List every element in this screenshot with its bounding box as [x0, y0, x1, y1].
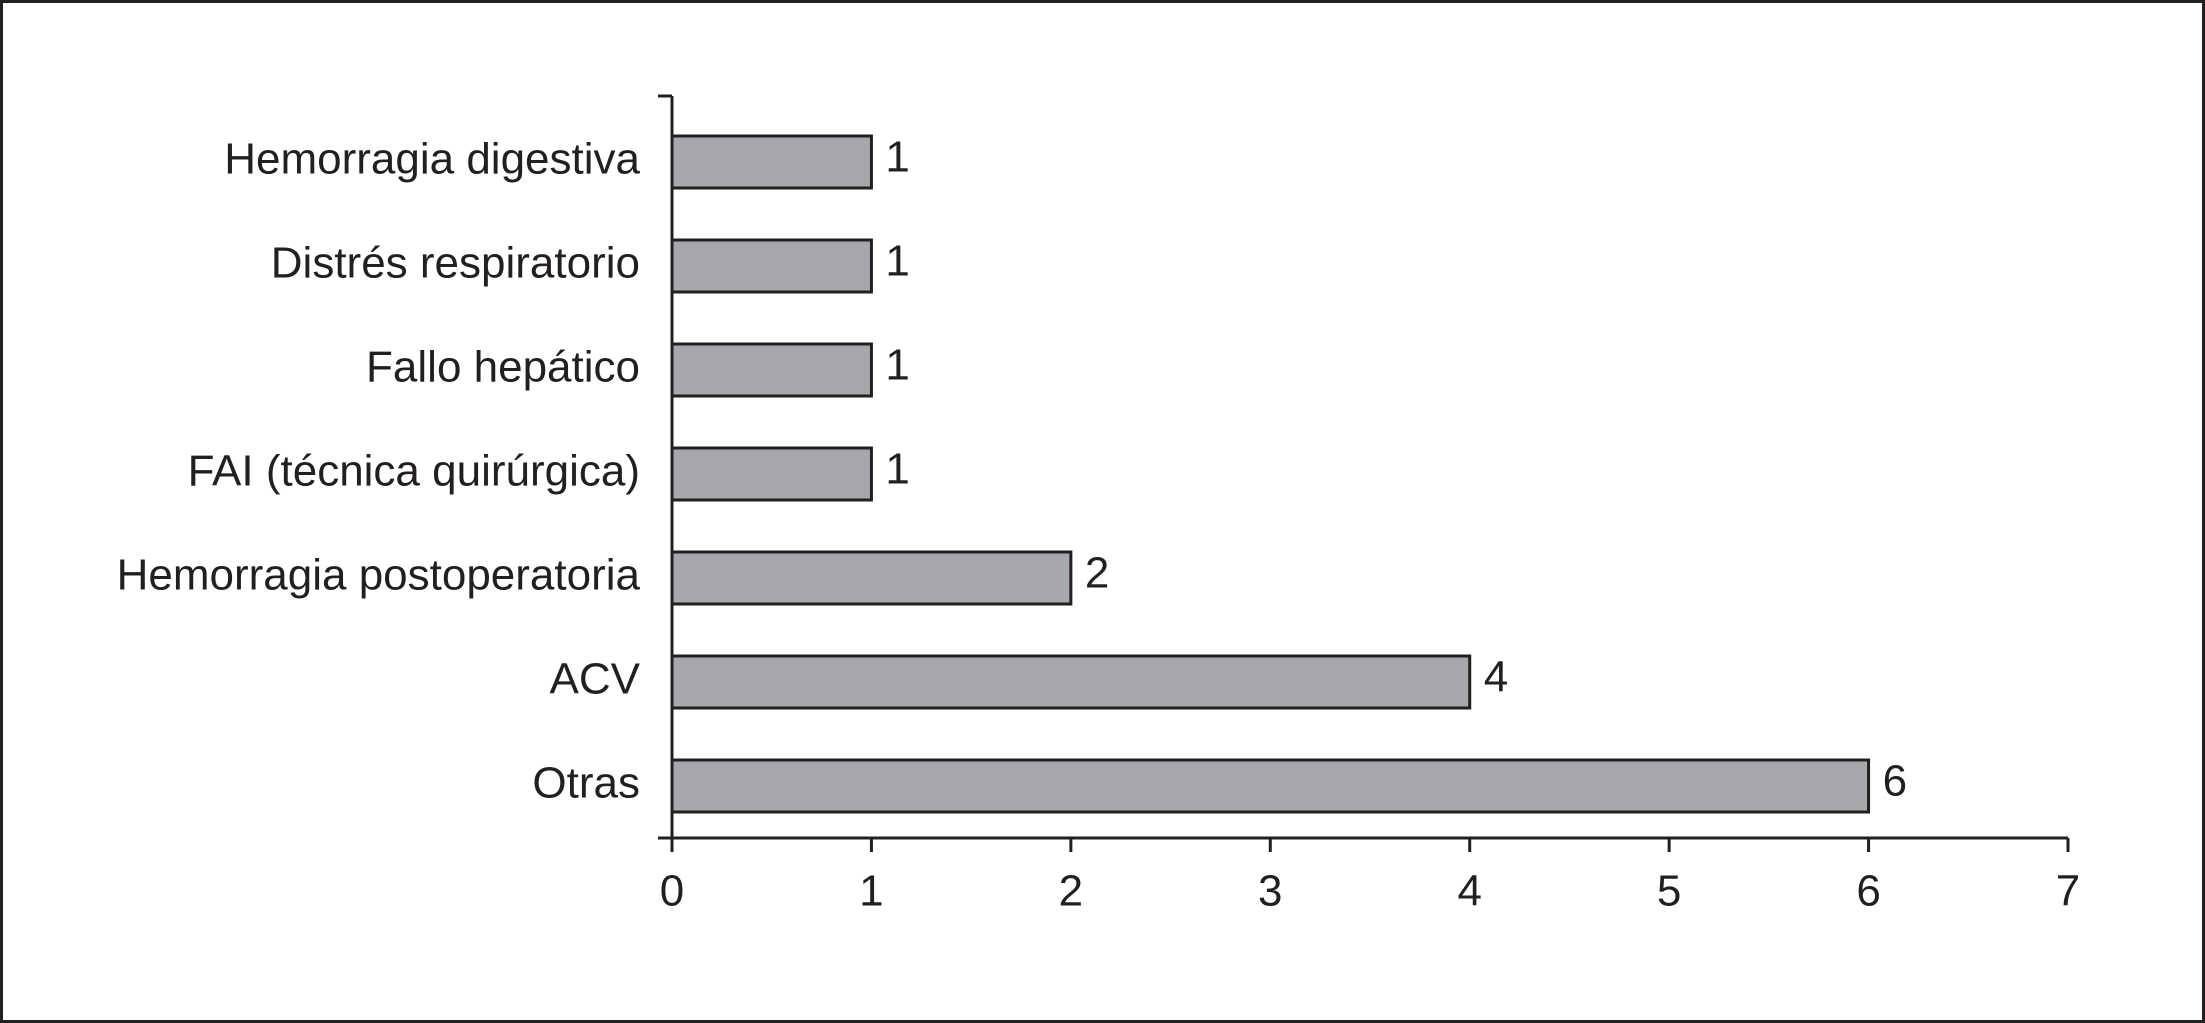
bar: [670, 446, 873, 502]
bar: [670, 550, 1073, 606]
bar: [670, 238, 873, 294]
x-tick-label: 7: [2056, 867, 2080, 916]
y-tick-label: FAI (técnica quirúrgica): [188, 447, 640, 496]
y-tick-label: ACV: [550, 655, 641, 704]
y-tick-label: Hemorragia digestiva: [224, 135, 640, 184]
x-tick-label: 4: [1457, 867, 1481, 916]
y-tick-label: Distrés respiratorio: [271, 239, 640, 288]
y-tick-label: Fallo hepático: [366, 343, 640, 392]
data-label: 4: [1484, 653, 1508, 702]
x-tick-label: 1: [859, 867, 883, 916]
data-label: 1: [885, 237, 909, 286]
bar: [670, 654, 1472, 710]
bar: [670, 134, 873, 190]
y-tick-label: Otras: [532, 759, 640, 808]
y-tick-label: Hemorragia postoperatoria: [117, 551, 641, 600]
data-label: 2: [1085, 549, 1109, 598]
data-label: 1: [885, 341, 909, 390]
x-tick-label: 3: [1258, 867, 1282, 916]
x-tick-label: 6: [1856, 867, 1880, 916]
x-tick-label: 5: [1657, 867, 1681, 916]
data-label: 6: [1883, 757, 1907, 806]
data-label: 1: [885, 445, 909, 494]
bar: [670, 758, 1871, 814]
x-tick-label: 2: [1059, 867, 1083, 916]
bar: [670, 342, 873, 398]
x-tick-label: 0: [660, 867, 684, 916]
data-label: 1: [885, 133, 909, 182]
